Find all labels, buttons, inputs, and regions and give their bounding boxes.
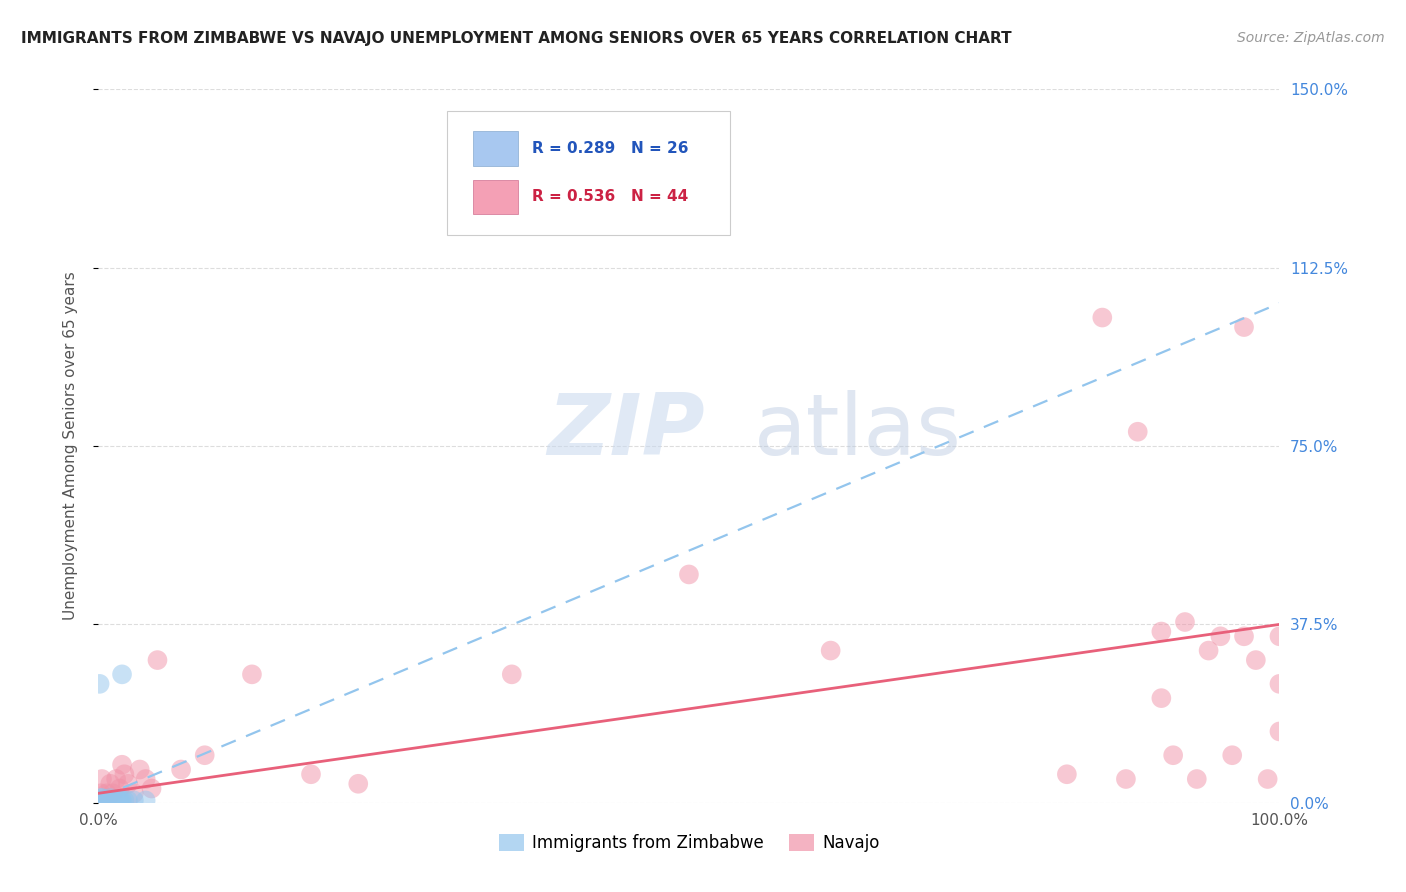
Point bbox=[111, 793, 134, 807]
Point bbox=[1244, 653, 1267, 667]
Point bbox=[90, 793, 112, 807]
Text: R = 0.536   N = 44: R = 0.536 N = 44 bbox=[531, 189, 688, 204]
Point bbox=[820, 643, 842, 657]
Point bbox=[1056, 767, 1078, 781]
Point bbox=[91, 793, 114, 807]
FancyBboxPatch shape bbox=[472, 180, 517, 214]
Text: ZIP: ZIP bbox=[547, 390, 704, 474]
Point bbox=[97, 793, 120, 807]
Point bbox=[98, 777, 121, 791]
Legend: Immigrants from Zimbabwe, Navajo: Immigrants from Zimbabwe, Navajo bbox=[492, 827, 886, 859]
Point bbox=[101, 793, 124, 807]
Point bbox=[97, 791, 120, 805]
Text: Source: ZipAtlas.com: Source: ZipAtlas.com bbox=[1237, 31, 1385, 45]
Point bbox=[678, 567, 700, 582]
Point bbox=[91, 793, 114, 807]
Point bbox=[1233, 320, 1256, 334]
Text: R = 0.289   N = 26: R = 0.289 N = 26 bbox=[531, 141, 689, 156]
Point bbox=[91, 791, 114, 805]
Point bbox=[89, 793, 111, 807]
Point bbox=[1150, 691, 1173, 706]
Point bbox=[299, 767, 322, 781]
Point bbox=[1174, 615, 1197, 629]
Point bbox=[1091, 310, 1114, 325]
Point bbox=[1126, 425, 1149, 439]
Point bbox=[122, 786, 145, 800]
Point bbox=[103, 793, 125, 807]
Point bbox=[111, 757, 134, 772]
Text: atlas: atlas bbox=[754, 390, 962, 474]
Point bbox=[105, 793, 128, 807]
Point bbox=[1268, 677, 1291, 691]
Point bbox=[1209, 629, 1232, 643]
Point bbox=[117, 777, 139, 791]
Point bbox=[93, 793, 115, 807]
Point bbox=[91, 772, 114, 786]
Point bbox=[135, 772, 157, 786]
Point bbox=[135, 793, 157, 807]
Point bbox=[98, 791, 121, 805]
Point bbox=[98, 793, 121, 807]
Point bbox=[141, 781, 163, 796]
Point bbox=[122, 793, 145, 807]
Point bbox=[1268, 629, 1291, 643]
Point bbox=[170, 763, 193, 777]
Point bbox=[111, 667, 134, 681]
Point bbox=[96, 786, 118, 800]
Point bbox=[1185, 772, 1208, 786]
Point bbox=[1257, 772, 1279, 786]
Point bbox=[1198, 643, 1220, 657]
Point bbox=[1150, 624, 1173, 639]
Point bbox=[105, 793, 128, 807]
Point bbox=[90, 786, 112, 800]
Point bbox=[1220, 748, 1243, 763]
FancyBboxPatch shape bbox=[447, 111, 730, 235]
Point bbox=[108, 781, 131, 796]
Point bbox=[94, 793, 117, 807]
Point bbox=[89, 677, 111, 691]
Y-axis label: Unemployment Among Seniors over 65 years: Unemployment Among Seniors over 65 years bbox=[63, 272, 77, 620]
Point bbox=[105, 772, 128, 786]
Point bbox=[347, 777, 370, 791]
Text: IMMIGRANTS FROM ZIMBABWE VS NAVAJO UNEMPLOYMENT AMONG SENIORS OVER 65 YEARS CORR: IMMIGRANTS FROM ZIMBABWE VS NAVAJO UNEMP… bbox=[21, 31, 1012, 46]
Point bbox=[112, 793, 135, 807]
Point bbox=[117, 793, 139, 807]
Point bbox=[1115, 772, 1137, 786]
Point bbox=[110, 793, 132, 807]
Point bbox=[90, 791, 112, 805]
Point bbox=[194, 748, 217, 763]
Point bbox=[128, 763, 150, 777]
Point bbox=[240, 667, 263, 681]
Point bbox=[501, 667, 523, 681]
Point bbox=[101, 786, 124, 800]
Point bbox=[100, 793, 122, 807]
Point bbox=[1161, 748, 1184, 763]
Point bbox=[93, 793, 115, 807]
Point bbox=[108, 793, 131, 807]
Point bbox=[1233, 629, 1256, 643]
Point bbox=[146, 653, 169, 667]
Point bbox=[1268, 724, 1291, 739]
Point bbox=[96, 793, 118, 807]
Point bbox=[112, 767, 135, 781]
FancyBboxPatch shape bbox=[472, 131, 517, 166]
